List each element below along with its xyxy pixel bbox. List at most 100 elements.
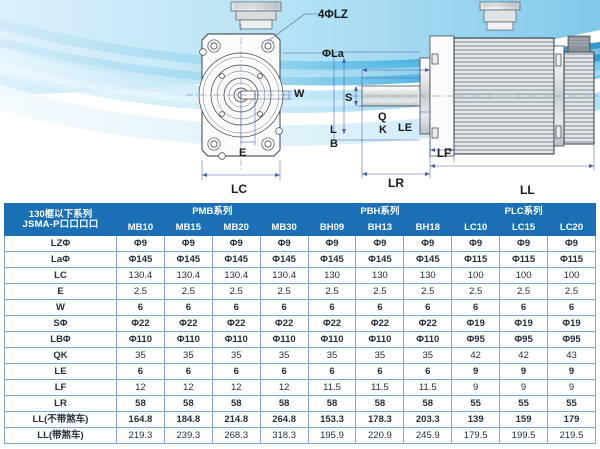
- cell-mb15: 130.4: [163, 267, 213, 284]
- corner-line-2: JSMA-P口口口口: [22, 218, 99, 230]
- cell-bh09: 130: [307, 267, 357, 284]
- row-label: W: [4, 299, 117, 316]
- cell-mb10: Φ110: [116, 331, 165, 348]
- cell-mb15: Φ110: [163, 331, 213, 348]
- cell-mb15: 58: [163, 395, 213, 412]
- cell-bh13: 2.5: [355, 283, 405, 300]
- cell-lc10: 42: [451, 347, 501, 364]
- cell-bh09: 195.9: [307, 427, 357, 444]
- cell-lc20: 9: [547, 363, 596, 380]
- row-label: LZΦ: [4, 235, 117, 252]
- cell-mb10: Φ145: [116, 251, 165, 268]
- cell-bh13: 130: [355, 267, 405, 284]
- cell-bh13: Φ22: [355, 315, 405, 332]
- table-body: LZΦ Φ9 Φ9 Φ9 Φ9 Φ9 Φ9 Φ9 Φ9 Φ9 Φ9 LaΦ Φ145 Φ145 Φ145 Φ1…: [4, 235, 596, 444]
- label-phi-la: ΦLa: [322, 48, 345, 60]
- cell-mb30: 6: [259, 299, 309, 316]
- cell-lc10: 100: [451, 267, 501, 284]
- cell-bh09: Φ9: [307, 235, 357, 252]
- cell-lc10: 139: [451, 411, 501, 428]
- cell-lc15: 55: [499, 395, 549, 412]
- cell-mb15: 184.8: [163, 411, 213, 428]
- cell-lc20: 100: [547, 267, 596, 284]
- cell-mb10: 2.5: [116, 283, 165, 300]
- model-header-lc15: LC15: [499, 219, 549, 236]
- cell-bh13: 58: [355, 395, 405, 412]
- cell-lc20: 9: [547, 379, 596, 396]
- cell-lc15: 2.5: [499, 283, 549, 300]
- row-label: LL(不带煞车): [4, 411, 117, 428]
- cell-mb20: 58: [211, 395, 261, 412]
- cell-bh18: 58: [403, 395, 453, 412]
- cell-bh18: Φ110: [403, 331, 453, 348]
- cell-lc15: Φ115: [499, 251, 549, 268]
- label-w: W: [294, 88, 305, 100]
- model-header-mb10: MB10: [116, 219, 165, 236]
- model-header-mb30: MB30: [259, 219, 309, 236]
- label-4-phi-lz: 4ΦLZ: [318, 9, 348, 21]
- group-header-plc: PLC系列: [451, 203, 596, 220]
- row-label: SΦ: [4, 315, 117, 332]
- cell-bh13: 178.3: [355, 411, 405, 428]
- cell-bh18: Φ145: [403, 251, 453, 268]
- cell-mb20: 6: [211, 299, 261, 316]
- cell-bh18: 6: [403, 299, 453, 316]
- cell-bh13: Φ110: [355, 331, 405, 348]
- cell-mb20: Φ145: [211, 251, 261, 268]
- specification-table: 130框以下系列 JSMA-P口口口口 PMB系列 PBH系列 PLC系列 MB…: [4, 203, 596, 444]
- cell-lc10: 6: [451, 299, 501, 316]
- table-row: SΦ Φ22 Φ22 Φ22 Φ22 Φ22 Φ22 Φ22 Φ19 Φ19 Φ19: [4, 315, 596, 332]
- cell-mb10: 219.3: [116, 427, 165, 444]
- table-row: LC 130.4 130.4 130.4 130.4 130 130 130 100 100 100: [4, 267, 596, 284]
- cell-lc15: 6: [499, 299, 549, 316]
- cell-lc20: Φ95: [547, 331, 596, 348]
- cell-lc20: Φ115: [547, 251, 596, 268]
- cell-lc20: 55: [547, 395, 596, 412]
- label-k: K: [379, 124, 387, 136]
- table-row: LZΦ Φ9 Φ9 Φ9 Φ9 Φ9 Φ9 Φ9 Φ9 Φ9 Φ9: [4, 235, 596, 252]
- row-label: LF: [4, 379, 117, 396]
- table-row: LF 12 12 12 12 11.5 11.5 11.5 9 9 9: [4, 379, 596, 396]
- cell-lc20: Φ9: [547, 235, 596, 252]
- cell-lc10: Φ95: [451, 331, 501, 348]
- cell-mb30: 58: [259, 395, 309, 412]
- cell-mb30: 6: [259, 363, 309, 380]
- cell-bh09: 6: [307, 299, 357, 316]
- cell-bh13: 220.9: [355, 427, 405, 444]
- cell-mb10: 6: [116, 363, 165, 380]
- cell-mb10: 35: [116, 347, 165, 364]
- label-q: Q: [378, 111, 387, 123]
- cell-mb15: Φ22: [163, 315, 213, 332]
- cell-mb30: 130.4: [259, 267, 309, 284]
- cell-mb20: 2.5: [211, 283, 261, 300]
- cell-mb30: 2.5: [259, 283, 309, 300]
- label-b: B: [330, 138, 338, 150]
- label-lf: LF: [437, 148, 451, 160]
- cell-bh18: 2.5: [403, 283, 453, 300]
- cell-mb15: 6: [163, 363, 213, 380]
- table-corner-header: 130框以下系列 JSMA-P口口口口: [4, 203, 117, 236]
- cell-mb30: 264.8: [259, 411, 309, 428]
- cell-lc15: 199.5: [499, 427, 549, 444]
- cell-bh09: 6: [307, 363, 357, 380]
- cell-bh18: 35: [403, 347, 453, 364]
- cell-bh13: 6: [355, 363, 405, 380]
- cell-bh09: 11.5: [307, 379, 357, 396]
- cell-mb30: Φ110: [259, 331, 309, 348]
- label-lr: LR: [388, 176, 404, 190]
- group-header-pmb: PMB系列: [116, 203, 309, 220]
- row-label: LBΦ: [4, 331, 117, 348]
- cell-lc15: 9: [499, 363, 549, 380]
- corner-line-1: 130框以下系列: [28, 209, 93, 220]
- row-label: QK: [4, 347, 117, 364]
- row-label: LE: [4, 363, 117, 380]
- cell-lc20: 6: [547, 299, 596, 316]
- table-row: LL(带煞车) 219.3 239.3 268.3 318.3 195.9 220.9 245…: [4, 427, 596, 444]
- cell-mb30: Φ9: [259, 235, 309, 252]
- cell-lc15: Φ95: [499, 331, 549, 348]
- cell-mb20: Φ110: [211, 331, 261, 348]
- cell-bh09: Φ110: [307, 331, 357, 348]
- row-label: LaΦ: [4, 251, 117, 268]
- cell-lc15: Φ19: [499, 315, 549, 332]
